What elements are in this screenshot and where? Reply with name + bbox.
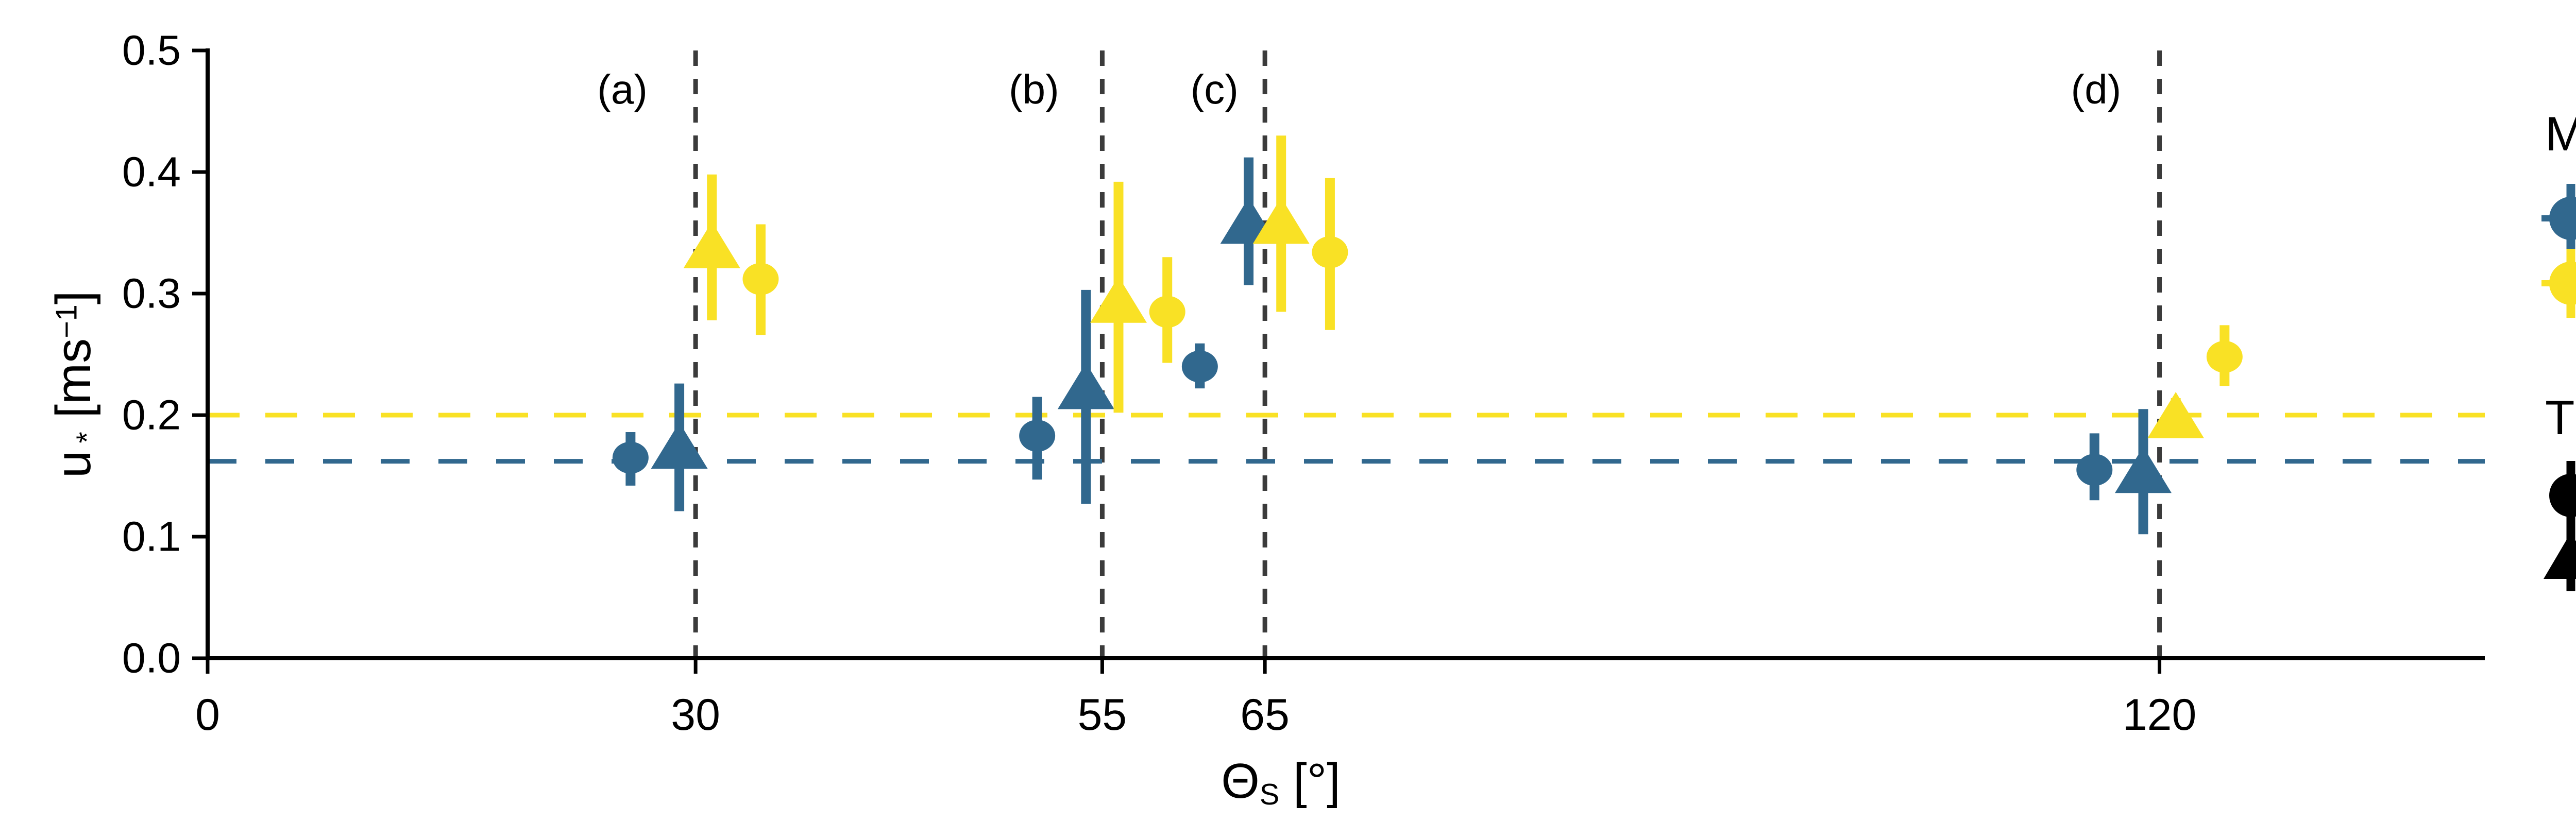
threshold-triangle-icon — [2544, 527, 2576, 591]
vertical-reference-lines — [693, 50, 2162, 658]
x-tick-label-30: 30 — [671, 690, 720, 740]
cluster-annotations: (a) (b) (c) (d) — [597, 66, 2121, 112]
marker-circle-PE42-7 — [2206, 340, 2243, 373]
marker-circle-PE115-0 — [612, 441, 649, 474]
pe115-errorbar-circle-icon — [2541, 184, 2576, 253]
series-PE42 — [683, 135, 2243, 438]
x-tick-label-0: 0 — [195, 690, 220, 740]
marker-circle-PE42-3 — [1149, 296, 1185, 328]
y-tick-label-0.2: 0.2 — [122, 392, 181, 439]
y-tick-label-0.1: 0.1 — [122, 513, 181, 560]
x-axis-label-symbol: Θ — [1221, 754, 1260, 809]
threshold-circle-icon — [2549, 461, 2576, 530]
y-axis-label: u * [ms−1] — [45, 291, 104, 478]
y-tick-label-0.5: 0.5 — [122, 27, 181, 74]
x-tick-label-120: 120 — [2123, 690, 2197, 740]
legend-item-pe42: PE42 — [2535, 247, 2576, 319]
y-tick-label-0.3: 0.3 — [122, 270, 181, 317]
x-tick-label-55: 55 — [1078, 690, 1127, 740]
marker-triangle-PE42-2 — [1090, 276, 1147, 323]
marker-triangle-PE42-4 — [1252, 197, 1310, 244]
y-axis-label-symbol: u — [46, 450, 101, 478]
y-tick-label-0.0: 0.0 — [122, 635, 181, 682]
annotation-(d): (d) — [2071, 66, 2122, 112]
y-axis-label-unit-pre: [ms — [46, 338, 101, 432]
legend-item-u-ift: u*, ift — [2535, 521, 2576, 593]
marker-circle-PE42-1 — [742, 263, 779, 295]
y-axis-label-unit-post: ] — [46, 290, 101, 305]
x-axis-label: ΘS [°] — [1126, 753, 1435, 812]
annotation-(b): (b) — [1009, 66, 1059, 112]
y-tick-label-0.4: 0.4 — [122, 149, 181, 196]
marker-circle-PE42-5 — [1312, 236, 1348, 268]
marker-circle-PE115-6 — [2076, 454, 2113, 486]
axes: 0.0 0.1 0.2 0.3 0.4 0.5 0 30 55 65 120 — [122, 27, 2485, 740]
x-axis-label-subscript: S — [1259, 778, 1280, 812]
x-axis-label-unit: [°] — [1279, 754, 1341, 809]
marker-triangle-PE42-6 — [2147, 392, 2205, 438]
x-tick-label-65: 65 — [1240, 690, 1290, 740]
series-PE115 — [612, 157, 2172, 535]
y-axis-label-superscript: −1 — [50, 304, 83, 338]
annotation-(a): (a) — [597, 66, 648, 112]
annotation-(c): (c) — [1191, 66, 1239, 112]
marker-circle-PE115-2 — [1019, 420, 1056, 452]
legend-item-pe115: PE115 — [2535, 182, 2576, 254]
legend-title-threshold: Threshold — [2545, 390, 2576, 444]
marker-triangle-PE42-0 — [683, 221, 740, 268]
marker-triangle-PE115-3 — [1057, 363, 1114, 409]
marker-circle-PE115-4 — [1181, 350, 1218, 383]
legend-item-u-ct: u*, ct — [2535, 459, 2576, 532]
marker-triangle-PE115-1 — [651, 422, 708, 469]
y-axis-label-subscript: * — [71, 432, 104, 443]
legend-title-microsphere: Microsphere — [2545, 107, 2576, 161]
pe42-errorbar-circle-icon — [2541, 249, 2576, 318]
marker-triangle-PE115-7 — [2115, 447, 2172, 493]
